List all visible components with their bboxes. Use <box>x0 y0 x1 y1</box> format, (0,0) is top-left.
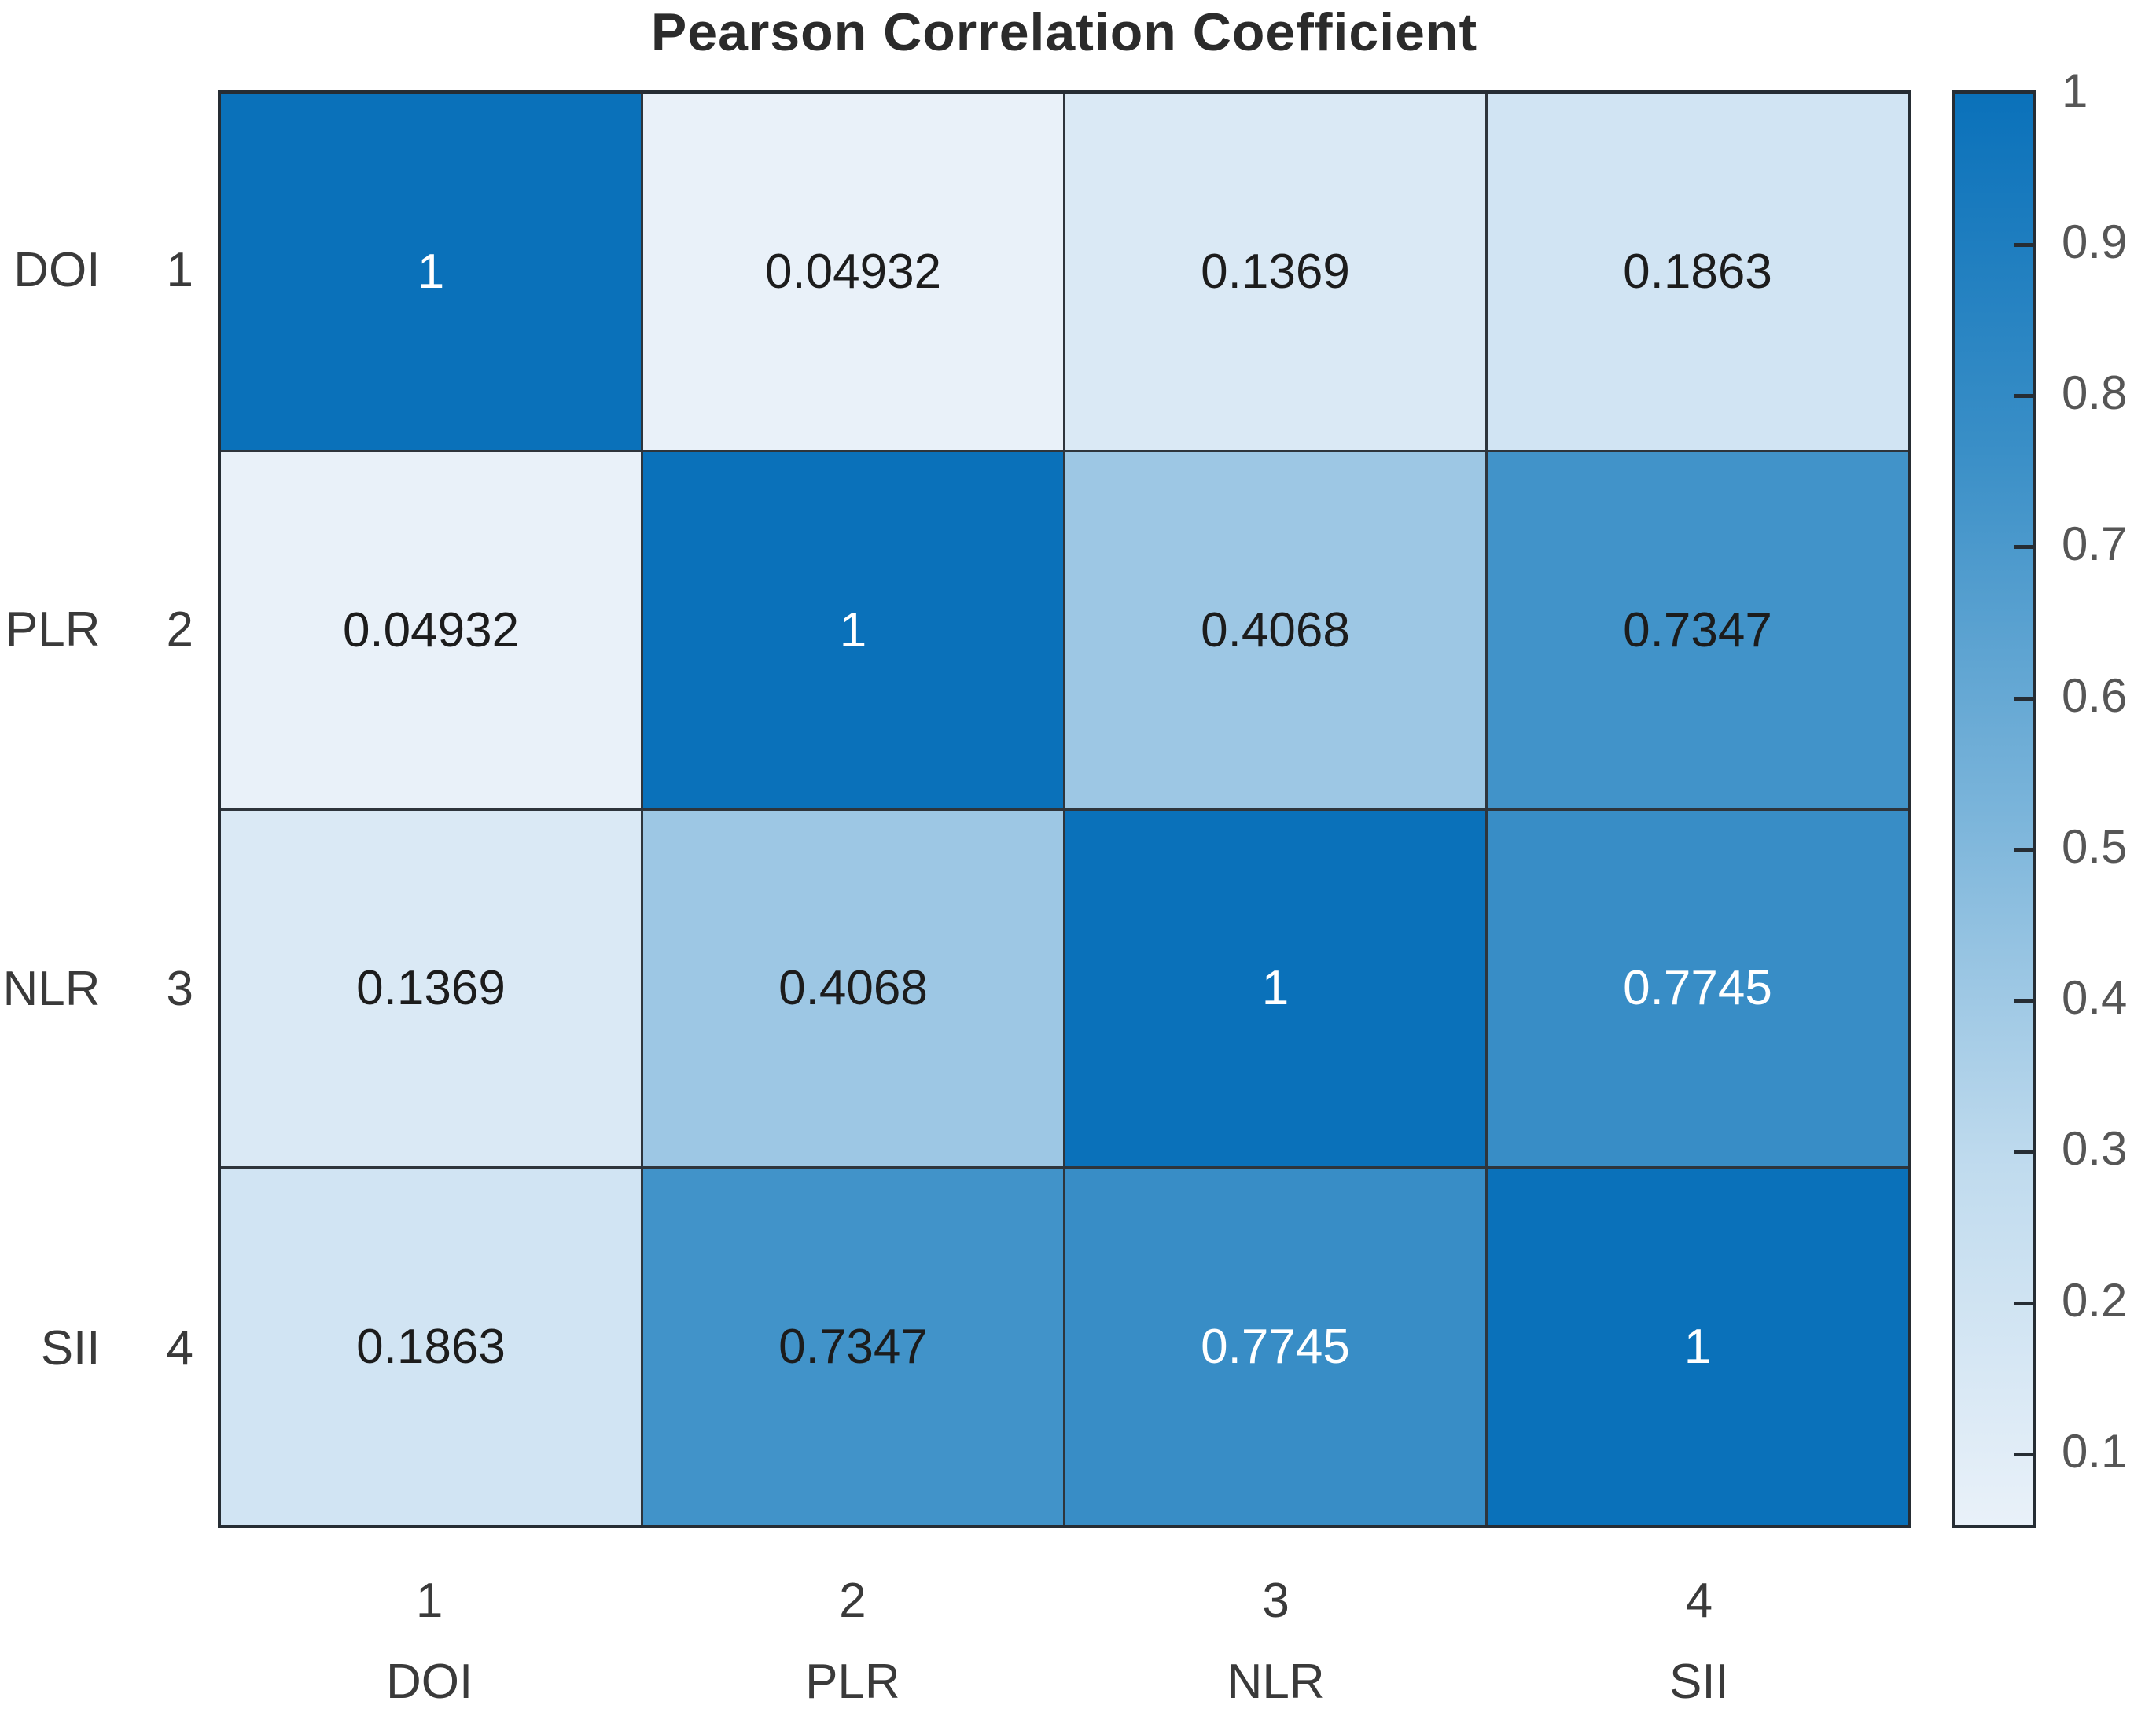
cell-value-label: 0.1863 <box>1623 244 1772 299</box>
col-variable-label: PLR <box>805 1654 900 1709</box>
heatmap-cell-NLR-PLR: 0.4068 <box>643 810 1063 1167</box>
heatmap-cell-NLR-DOI: 0.1369 <box>221 810 641 1167</box>
cell-value-label: 0.7347 <box>1623 602 1772 657</box>
cell-value-label: 1 <box>1261 961 1290 1016</box>
colorbar-tick-mark <box>2014 1301 2033 1305</box>
colorbar-tick-mark <box>2014 242 2033 247</box>
row-tick-number: 3 <box>166 962 193 1016</box>
cell-value-label: 1 <box>839 602 867 657</box>
heatmap-cell-PLR-DOI: 0.04932 <box>221 451 641 808</box>
colorbar-tick-mark <box>2014 394 2033 399</box>
colorbar-tick-mark <box>2014 696 2033 701</box>
row-tick-number: 2 <box>166 602 193 657</box>
heatmap-cell-SII-DOI: 0.1863 <box>221 1169 641 1525</box>
cell-value-label: 0.1369 <box>356 961 506 1016</box>
heatmap-cell-PLR-NLR: 0.4068 <box>1065 451 1485 808</box>
col-variable-label: DOI <box>386 1654 473 1709</box>
heatmap-cell-PLR-PLR: 1 <box>643 451 1063 808</box>
row-tick-number: 1 <box>166 243 193 297</box>
col-tick-number: 1 <box>415 1573 443 1628</box>
colorbar <box>1952 90 2036 1528</box>
y-axis-row-DOI: DOI 1 <box>0 90 206 450</box>
colorbar-tick-mark <box>2014 1150 2033 1154</box>
col-tick-number: 3 <box>1262 1573 1290 1628</box>
heatmap-cell-NLR-NLR: 1 <box>1065 810 1485 1167</box>
x-axis-variable-labels: DOI PLR NLR SII <box>218 1650 1911 1713</box>
colorbar-tick-mark <box>2014 999 2033 1003</box>
cell-value-label: 0.7745 <box>1201 1320 1350 1375</box>
cell-value-label: 1 <box>417 244 445 299</box>
col-variable-label: SII <box>1669 1654 1729 1709</box>
x-axis-tick-numbers: 1 2 3 4 <box>218 1569 1911 1632</box>
row-tick-number: 4 <box>166 1321 193 1375</box>
col-tick-number: 2 <box>839 1573 866 1628</box>
cell-value-label: 0.7745 <box>1623 961 1772 1016</box>
cell-value-label: 0.1369 <box>1201 244 1350 299</box>
heatmap-cell-SII-NLR: 0.7745 <box>1065 1169 1485 1525</box>
col-tick-number: 4 <box>1685 1573 1713 1628</box>
heatmap-cell-DOI-SII: 0.1863 <box>1488 94 1908 450</box>
cell-value-label: 0.7347 <box>778 1320 928 1375</box>
chart-title: Pearson Correlation Coefficient <box>650 2 1478 62</box>
row-variable-label: NLR <box>2 962 101 1016</box>
col-variable-label: NLR <box>1227 1654 1325 1709</box>
heatmap-cell-DOI-PLR: 0.04932 <box>643 94 1063 450</box>
y-axis-row-SII: SII 4 <box>0 1169 206 1528</box>
cell-value-label: 0.04932 <box>764 244 942 299</box>
heatmap-cell-PLR-SII: 0.7347 <box>1488 451 1908 808</box>
heatmap-cell-DOI-DOI: 1 <box>221 94 641 450</box>
cell-value-label: 1 <box>1683 1320 1712 1375</box>
heatmap-cell-SII-PLR: 0.7347 <box>643 1169 1063 1525</box>
colorbar-tick-mark <box>2014 545 2033 550</box>
row-variable-label: SII <box>40 1321 101 1375</box>
heatmap-cell-SII-SII: 1 <box>1488 1169 1908 1525</box>
cell-value-label: 0.04932 <box>342 602 520 657</box>
colorbar-tick-mark <box>2014 847 2033 852</box>
heatmap-cell-NLR-SII: 0.7745 <box>1488 810 1908 1167</box>
heatmap-grid: 1 0.04932 0.1369 0.1863 0.04932 1 0.4068 0.7347… <box>218 90 1911 1528</box>
heatmap-cell-DOI-NLR: 0.1369 <box>1065 94 1485 450</box>
colorbar-tick-mark <box>2014 1453 2033 1457</box>
row-variable-label: DOI <box>13 243 101 297</box>
y-axis-labels: DOI 1 PLR 2 NLR 3 SII 4 <box>0 90 206 1528</box>
cell-value-label: 0.4068 <box>1201 602 1350 657</box>
row-variable-label: PLR <box>5 602 101 657</box>
cell-value-label: 0.4068 <box>778 961 928 1016</box>
cell-value-label: 0.1863 <box>356 1320 506 1375</box>
y-axis-row-PLR: PLR 2 <box>0 450 206 809</box>
y-axis-row-NLR: NLR 3 <box>0 809 206 1169</box>
